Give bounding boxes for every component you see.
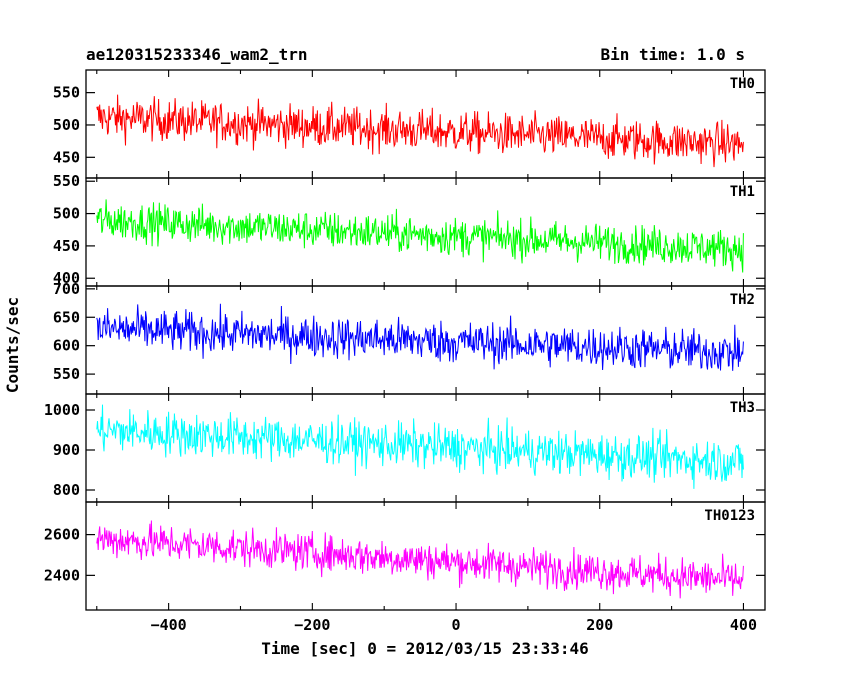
- panel-label: TH3: [730, 400, 755, 416]
- panel-label: TH0: [730, 76, 755, 92]
- series-line-th1: [96, 199, 744, 273]
- panel-label: TH0123: [704, 508, 755, 524]
- y-tick-label: 550: [53, 172, 80, 190]
- series-line-th3: [96, 404, 744, 489]
- y-tick-label: 700: [53, 280, 80, 298]
- x-tick-label: −400: [151, 616, 187, 634]
- panel-label: TH1: [730, 184, 755, 200]
- panel-th1: 400 450 500 550 TH1: [53, 172, 766, 287]
- panels-group: 450 500 550 TH0 400 450 500 550 TH1 550 600 650 700 T…: [44, 69, 766, 611]
- y-tick-label: 600: [53, 337, 80, 355]
- y-tick-label: 900: [53, 441, 80, 459]
- y-tick-label: 2400: [44, 566, 80, 584]
- x-axis-label: Time [sec] 0 = 2012/03/15 23:33:46: [261, 639, 589, 658]
- y-tick-label: 1000: [44, 401, 80, 419]
- panel-label: TH2: [730, 292, 755, 308]
- panel-frame: [85, 501, 766, 611]
- x-tick-label: 0: [452, 616, 461, 634]
- series-line-th0123: [96, 520, 744, 599]
- series-line-th0: [96, 94, 744, 168]
- y-tick-label: 800: [53, 481, 80, 499]
- series-line-th2: [96, 303, 744, 371]
- chart-title: ae120315233346_wam2_trn: [86, 45, 308, 64]
- x-tick-label: −200: [294, 616, 330, 634]
- panel-th0123: 2400 2600 TH0123: [44, 501, 766, 611]
- panel-th3: 800 900 1000 TH3: [44, 393, 766, 503]
- x-axis: −400 −200 0 200 400: [151, 616, 757, 634]
- panel-th2: 550 600 650 700 TH2: [53, 280, 766, 395]
- y-tick-label: 450: [53, 237, 80, 255]
- y-tick-label: 450: [53, 148, 80, 166]
- y-tick-label: 500: [53, 116, 80, 134]
- y-tick-label: 500: [53, 205, 80, 223]
- y-tick-label: 550: [53, 84, 80, 102]
- bin-time-label: Bin time: 1.0 s: [601, 45, 746, 64]
- panel-th0: 450 500 550 TH0: [53, 69, 766, 179]
- x-tick-label: 200: [586, 616, 613, 634]
- y-tick-label: 550: [53, 365, 80, 383]
- y-axis-label: Counts/sec: [3, 297, 22, 393]
- y-tick-label: 400: [53, 269, 80, 287]
- x-tick-label: 400: [730, 616, 757, 634]
- panel-frame: [85, 285, 766, 395]
- y-tick-label: 2600: [44, 526, 80, 544]
- y-tick-label: 650: [53, 308, 80, 326]
